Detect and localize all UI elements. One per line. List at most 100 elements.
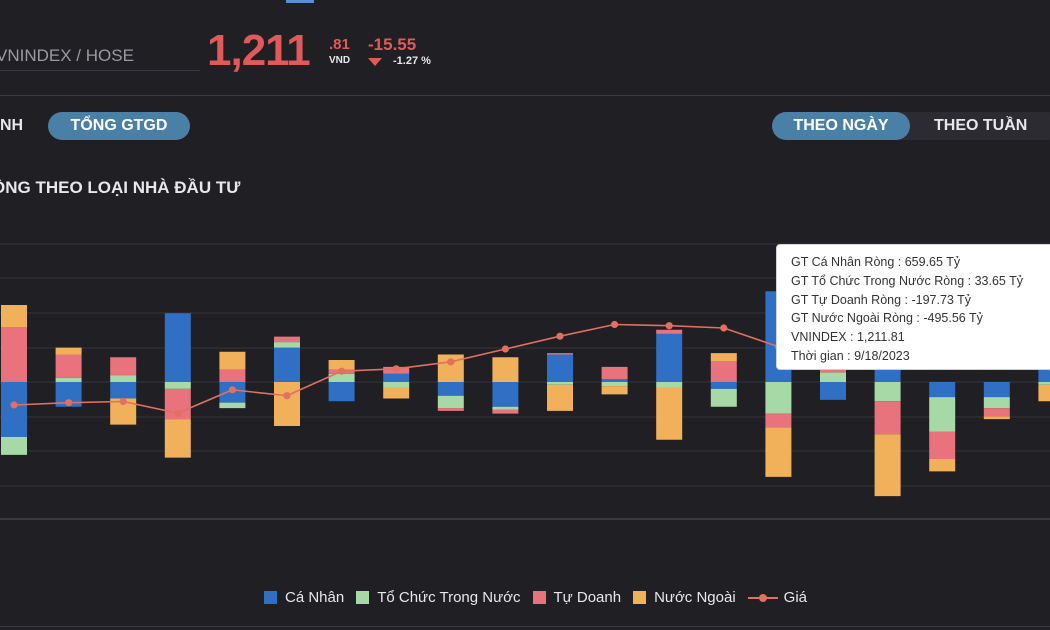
legend-item-nuoc-ngoai[interactable]: Nước Ngoài bbox=[633, 589, 736, 606]
bar-ca-nhan[interactable] bbox=[710, 382, 737, 389]
legend-item-ca-nhan[interactable]: Cá Nhân bbox=[264, 589, 344, 606]
bar-to-chuc[interactable] bbox=[492, 406, 519, 410]
bar-tu-doanh[interactable] bbox=[765, 413, 792, 428]
bar-to-chuc[interactable] bbox=[164, 382, 191, 389]
bar-to-chuc[interactable] bbox=[547, 382, 573, 385]
bar-nuoc-ngoai[interactable] bbox=[710, 353, 737, 362]
bar-nuoc-ngoai[interactable] bbox=[547, 384, 573, 411]
bar-tu-doanh[interactable] bbox=[1, 327, 27, 382]
bar-nuoc-ngoai[interactable] bbox=[874, 434, 901, 497]
bar-nuoc-ngoai[interactable] bbox=[656, 387, 683, 440]
bar-nuoc-ngoai[interactable] bbox=[328, 360, 355, 370]
price-point[interactable] bbox=[611, 320, 619, 329]
bar-to-chuc[interactable] bbox=[437, 395, 464, 409]
bar-ca-nhan[interactable] bbox=[274, 347, 300, 382]
bar-ca-nhan[interactable] bbox=[820, 382, 846, 400]
bar-tu-doanh[interactable] bbox=[983, 408, 1010, 417]
price-point[interactable] bbox=[720, 324, 728, 332]
bar-to-chuc[interactable] bbox=[1038, 382, 1050, 385]
bar-nuoc-ngoai[interactable] bbox=[274, 382, 300, 426]
legend-label: Tổ Chức Trong Nước bbox=[377, 589, 521, 606]
bar-tu-doanh[interactable] bbox=[656, 329, 683, 334]
bar-tu-doanh[interactable] bbox=[492, 409, 519, 414]
bar-ca-nhan[interactable] bbox=[164, 313, 191, 382]
price-change-percent: -1.27 % bbox=[393, 55, 431, 67]
bar-nuoc-ngoai[interactable] bbox=[1, 305, 27, 327]
bar-nuoc-ngoai[interactable] bbox=[492, 357, 519, 382]
bar-to-chuc[interactable] bbox=[765, 382, 792, 414]
bar-ca-nhan[interactable] bbox=[656, 333, 683, 382]
bar-to-chuc[interactable] bbox=[219, 402, 246, 409]
bar-to-chuc[interactable] bbox=[929, 397, 956, 432]
tooltip-line: VNINDEX : 1,211.81 bbox=[791, 330, 905, 345]
price-point[interactable] bbox=[556, 332, 564, 340]
bar-ca-nhan[interactable] bbox=[601, 379, 628, 382]
price-point[interactable] bbox=[65, 399, 73, 407]
bar-ca-nhan[interactable] bbox=[929, 382, 956, 398]
legend-item-to-chuc[interactable]: Tổ Chức Trong Nước bbox=[356, 589, 521, 606]
bar-to-chuc[interactable] bbox=[820, 372, 846, 382]
tab-tong-gtgd[interactable]: TỔNG GTGD bbox=[48, 112, 190, 140]
price-point[interactable] bbox=[119, 397, 127, 406]
bar-tu-doanh[interactable] bbox=[437, 408, 464, 411]
bar-tu-doanh[interactable] bbox=[601, 366, 628, 380]
bar-nuoc-ngoai[interactable] bbox=[601, 386, 628, 395]
legend-line-icon bbox=[747, 591, 778, 604]
bar-to-chuc[interactable] bbox=[710, 388, 737, 407]
bar-nuoc-ngoai[interactable] bbox=[765, 427, 792, 477]
bar-tu-doanh[interactable] bbox=[820, 369, 846, 373]
bar-to-chuc[interactable] bbox=[656, 382, 683, 388]
bar-nuoc-ngoai[interactable] bbox=[55, 347, 82, 355]
bar-tu-doanh[interactable] bbox=[219, 369, 246, 382]
price-point[interactable] bbox=[665, 322, 673, 330]
legend-item-gia[interactable]: Giá bbox=[747, 589, 807, 606]
tab-partial[interactable]: NH bbox=[0, 117, 24, 134]
bar-to-chuc[interactable] bbox=[601, 382, 628, 387]
bar-ca-nhan[interactable] bbox=[383, 373, 410, 382]
bar-nuoc-ngoai[interactable] bbox=[383, 387, 410, 399]
tab-theo-tuan[interactable]: THEO TUẦN bbox=[934, 117, 1028, 134]
price-point[interactable] bbox=[338, 367, 346, 375]
bar-to-chuc[interactable] bbox=[110, 375, 137, 382]
bar-ca-nhan[interactable] bbox=[110, 382, 137, 399]
bar-to-chuc[interactable] bbox=[1, 437, 27, 455]
bar-to-chuc[interactable] bbox=[983, 397, 1010, 409]
price-point[interactable] bbox=[501, 345, 509, 353]
bar-nuoc-ngoai[interactable] bbox=[983, 416, 1010, 420]
legend-item-tu-doanh[interactable]: Tự Doanh bbox=[532, 589, 621, 606]
bar-to-chuc[interactable] bbox=[383, 382, 410, 388]
price-point[interactable] bbox=[10, 401, 18, 409]
bar-ca-nhan[interactable] bbox=[983, 382, 1010, 398]
bar-tu-doanh[interactable] bbox=[547, 353, 573, 355]
bar-tu-doanh[interactable] bbox=[710, 361, 737, 382]
bar-nuoc-ngoai[interactable] bbox=[1038, 384, 1050, 402]
bar-tu-doanh[interactable] bbox=[55, 354, 82, 378]
tab-theo-ngay[interactable]: THEO NGÀY bbox=[772, 112, 910, 140]
bar-tu-doanh[interactable] bbox=[874, 401, 901, 435]
chart-tooltip: GT Cá Nhân Ròng : 659.65 Tỷ GT Tổ Chức T… bbox=[776, 244, 1050, 370]
bar-nuoc-ngoai[interactable] bbox=[164, 419, 191, 458]
bar-tu-doanh[interactable] bbox=[274, 336, 300, 343]
bar-ca-nhan[interactable] bbox=[492, 382, 519, 407]
price-point[interactable] bbox=[283, 392, 291, 400]
tooltip-line: GT Nước Ngoài Ròng : -495.56 Tỷ bbox=[791, 311, 983, 326]
price-point[interactable] bbox=[392, 365, 400, 373]
chart-legend: Cá Nhân Tổ Chức Trong Nước Tự Doanh Nước… bbox=[264, 589, 819, 606]
bar-tu-doanh[interactable] bbox=[929, 431, 956, 460]
bar-nuoc-ngoai[interactable] bbox=[219, 351, 246, 370]
bar-tu-doanh[interactable] bbox=[110, 357, 137, 376]
ticker-name[interactable]: VNINDEX / HOSE bbox=[0, 46, 134, 65]
bar-ca-nhan[interactable] bbox=[437, 382, 464, 396]
bar-ca-nhan[interactable] bbox=[547, 354, 573, 383]
bar-ca-nhan[interactable] bbox=[1, 382, 27, 437]
price-point[interactable] bbox=[174, 409, 182, 417]
tooltip-line: GT Tự Doanh Ròng : -197.73 Tỷ bbox=[791, 292, 971, 307]
bar-to-chuc[interactable] bbox=[874, 382, 901, 402]
bar-to-chuc[interactable] bbox=[328, 373, 355, 382]
bar-to-chuc[interactable] bbox=[55, 377, 82, 382]
bar-nuoc-ngoai[interactable] bbox=[929, 459, 956, 472]
bar-to-chuc[interactable] bbox=[274, 342, 300, 348]
price-point[interactable] bbox=[447, 358, 455, 366]
price-point[interactable] bbox=[228, 386, 236, 394]
bar-ca-nhan[interactable] bbox=[328, 382, 355, 402]
